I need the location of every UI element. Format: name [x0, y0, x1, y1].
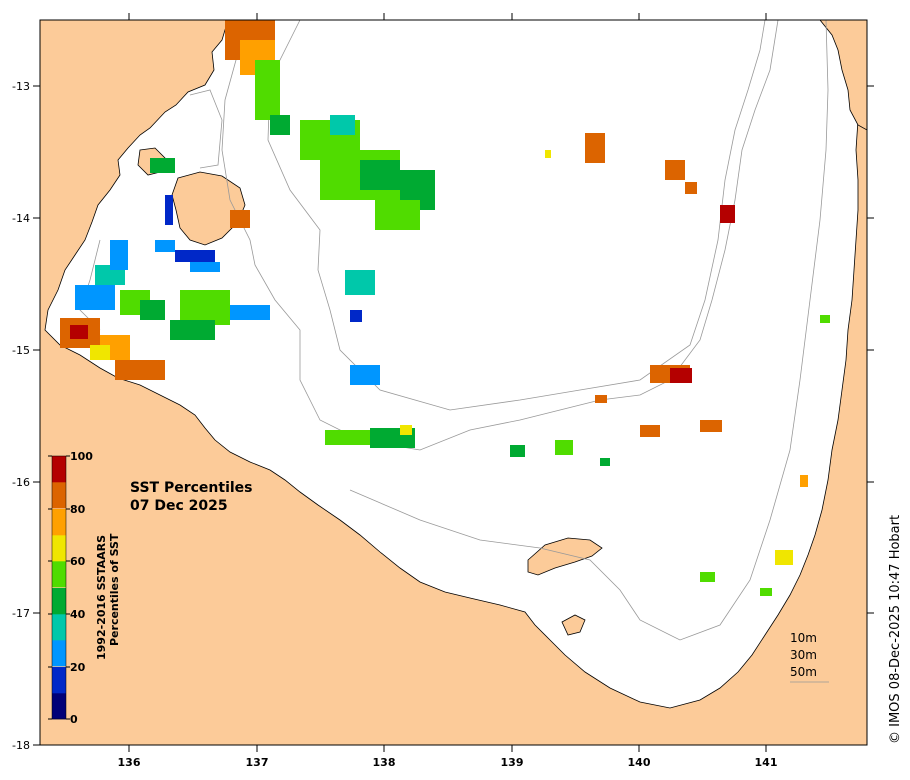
- lat-label-14: -14: [12, 212, 30, 225]
- map-frame: [39, 19, 868, 746]
- colorbar-bin-5: [52, 561, 66, 588]
- colorbar-bin-6: [52, 535, 66, 562]
- sst-data-pixels: [60, 20, 830, 596]
- lon-label-137: 137: [246, 756, 269, 769]
- colorbar-label-40: 40: [70, 608, 86, 621]
- axis-ticks: [33, 13, 874, 752]
- depth-legend-10m: 10m: [790, 631, 817, 645]
- lat-label-16: -16: [12, 476, 30, 489]
- lon-label-139: 139: [501, 756, 524, 769]
- lat-label-17: -17: [12, 607, 30, 620]
- colorbar-title-2: Percentiles of SST: [108, 533, 121, 646]
- colorbar-label-80: 80: [70, 503, 86, 516]
- land-arnhem: [39, 19, 868, 746]
- lat-label-13: -13: [12, 80, 30, 93]
- depth-legend-50m: 50m: [790, 665, 817, 679]
- depth-legend-30m: 30m: [790, 648, 817, 662]
- land-island-south: [561, 614, 586, 636]
- colorbar-bin-8: [52, 482, 66, 509]
- lon-label-138: 138: [373, 756, 396, 769]
- colorbar-bin-0: [52, 693, 66, 720]
- colorbar-label-100: 100: [70, 450, 93, 463]
- colorbar: [48, 455, 70, 720]
- lon-label-140: 140: [628, 756, 651, 769]
- map-date: 07 Dec 2025: [130, 498, 228, 514]
- lon-label-141: 141: [755, 756, 778, 769]
- map-title: SST Percentiles: [130, 480, 253, 496]
- colorbar-label-20: 20: [70, 661, 86, 674]
- colorbar-bin-3: [52, 614, 66, 641]
- colorbar-label-0: 0: [70, 713, 78, 726]
- land-groote-eylandt: [171, 171, 246, 246]
- credit-text: © IMOS 08-Dec-2025 10:47 Hobart: [888, 515, 903, 744]
- colorbar-title-1: 1992-2016 SSTAARS: [95, 535, 108, 660]
- lon-label-136: 136: [118, 756, 141, 769]
- land-mornington-island: [527, 537, 603, 576]
- lat-label-15: -15: [12, 344, 30, 357]
- colorbar-bin-1: [52, 667, 66, 694]
- lat-label-18: -18: [12, 739, 30, 752]
- colorbar-bin-9: [52, 456, 66, 483]
- colorbar-label-60: 60: [70, 555, 86, 568]
- colorbar-bin-4: [52, 588, 66, 615]
- colorbar-bin-7: [52, 509, 66, 536]
- colorbar-bin-2: [52, 640, 66, 667]
